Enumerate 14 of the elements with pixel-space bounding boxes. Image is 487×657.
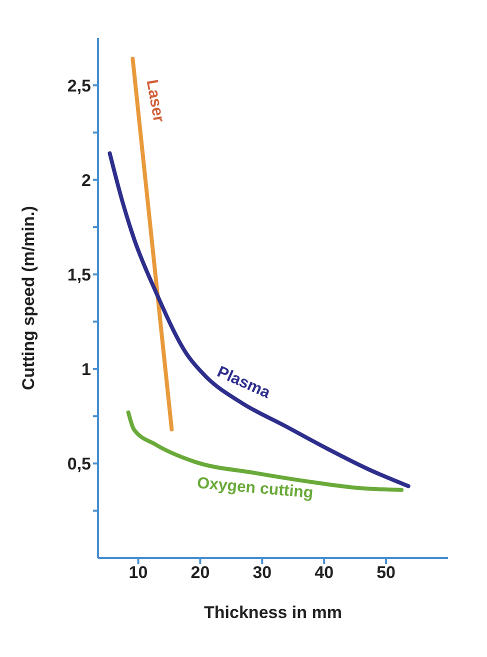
y-tick-label: 0,5 (67, 454, 91, 474)
x-tick-label: 10 (128, 563, 148, 582)
y-tick-label: 1,5 (67, 265, 91, 284)
x-axis-title: Thickness in mm (204, 603, 342, 622)
x-tick-label: 20 (190, 563, 210, 582)
x-tick-label: 30 (252, 563, 272, 582)
series-label: Oxygen cutting (196, 474, 314, 502)
x-tick-label: 50 (376, 563, 396, 582)
y-axis-title: Cutting speed (m/min.) (19, 206, 38, 390)
y-tick-label: 1 (82, 360, 91, 379)
y-tick-label: 2 (82, 170, 91, 190)
y-tick-label: 2,5 (67, 76, 91, 96)
x-tick-label: 40 (314, 563, 334, 582)
text: Laser (142, 78, 167, 124)
